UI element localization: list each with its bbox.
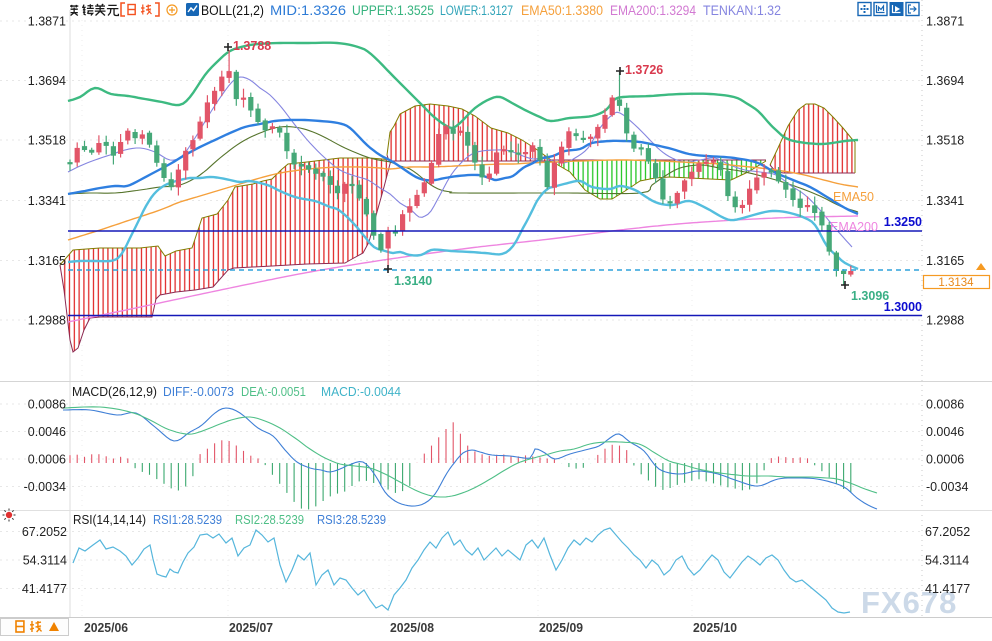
svg-text:EMA200:1.3294: EMA200:1.3294 [610,3,696,18]
svg-text:EMA200: EMA200 [830,220,878,234]
svg-text:EMA50:1.3380: EMA50:1.3380 [521,3,603,18]
svg-text:-0.0034: -0.0034 [926,480,968,494]
svg-text:MID:1.3326: MID:1.3326 [270,3,346,18]
svg-text:0.0006: 0.0006 [28,453,66,467]
svg-text:1.3518: 1.3518 [28,134,66,148]
svg-text:1.3140: 1.3140 [394,274,432,288]
svg-text:1.3250: 1.3250 [884,215,922,229]
svg-text:2025/07: 2025/07 [229,621,273,635]
svg-text:1.3726: 1.3726 [625,63,663,77]
svg-text:1.2988: 1.2988 [28,314,66,328]
svg-text:1.3694: 1.3694 [28,74,66,88]
svg-text:FX678: FX678 [861,585,957,620]
svg-text:2025/08: 2025/08 [390,621,434,635]
svg-text:EMA50: EMA50 [833,190,874,204]
svg-text:2025/09: 2025/09 [539,621,583,635]
svg-text:RSI2:28.5239: RSI2:28.5239 [235,512,304,527]
svg-text:54.3114: 54.3114 [925,554,969,568]
svg-text:1.3871: 1.3871 [926,15,964,29]
svg-text:1.3341: 1.3341 [926,194,964,208]
svg-text:TENKAN:1.32: TENKAN:1.32 [703,3,781,18]
svg-text:RSI3:28.5239: RSI3:28.5239 [317,512,386,527]
svg-text:RSI(14,14,14): RSI(14,14,14) [73,512,146,527]
svg-text:1.3096: 1.3096 [851,289,889,303]
svg-text:RSI1:28.5239: RSI1:28.5239 [153,512,222,527]
svg-text:1.3165: 1.3165 [926,254,964,268]
svg-text:1.3341: 1.3341 [28,194,66,208]
svg-text:0.0046: 0.0046 [28,425,66,439]
svg-text:67.2052: 67.2052 [22,525,67,539]
svg-text:2025/06: 2025/06 [84,621,128,635]
svg-text:DIFF:-0.0073: DIFF:-0.0073 [163,384,234,399]
svg-text:DEA:-0.0051: DEA:-0.0051 [241,384,306,399]
svg-text:MACD(26,12,9): MACD(26,12,9) [72,384,157,399]
svg-text:UPPER:1.3525: UPPER:1.3525 [352,3,434,18]
svg-text:LOWER:1.3127: LOWER:1.3127 [440,3,513,18]
svg-text:BOLL(21,2): BOLL(21,2) [201,3,264,18]
svg-text:0.0046: 0.0046 [926,425,964,439]
svg-text:0.0086: 0.0086 [28,398,66,412]
svg-text:1.3165: 1.3165 [28,254,66,268]
svg-text:0.0086: 0.0086 [926,398,964,412]
svg-text:1.2988: 1.2988 [926,314,964,328]
svg-text:41.4177: 41.4177 [22,582,67,596]
svg-text:1.3694: 1.3694 [926,74,964,88]
svg-text:1.3788: 1.3788 [233,39,271,53]
svg-text:41.4177: 41.4177 [925,582,970,596]
svg-text:67.2052: 67.2052 [925,525,970,539]
svg-text:0.0006: 0.0006 [926,453,964,467]
svg-text:MACD:-0.0044: MACD:-0.0044 [321,384,401,399]
svg-text:1.3134: 1.3134 [938,277,974,289]
svg-text:2025/10: 2025/10 [693,621,737,635]
svg-text:1.3518: 1.3518 [926,134,964,148]
svg-text:1.3871: 1.3871 [28,15,66,29]
svg-text:54.3114: 54.3114 [23,554,67,568]
svg-text:1.3000: 1.3000 [884,300,922,314]
svg-text:-0.0034: -0.0034 [24,480,66,494]
